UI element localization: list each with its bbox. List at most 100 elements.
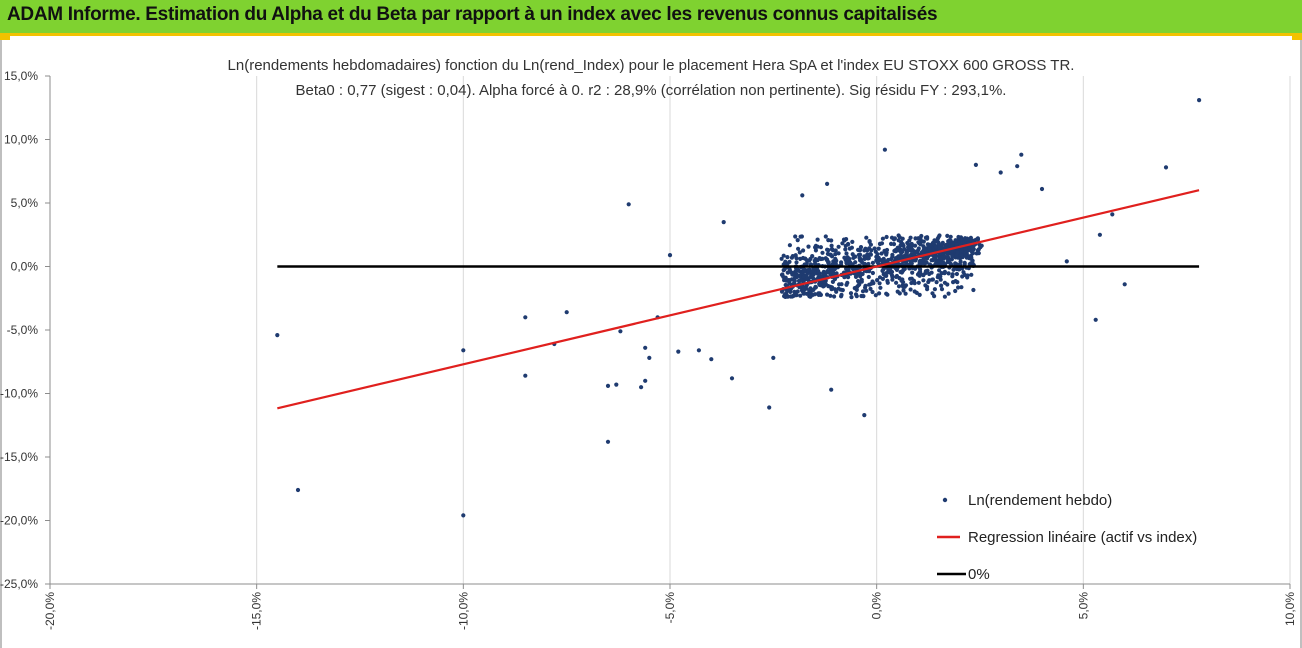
data-point <box>696 348 702 353</box>
data-point <box>808 294 813 299</box>
data-points <box>275 98 1202 518</box>
data-point <box>971 287 976 293</box>
data-point <box>941 261 947 266</box>
data-point <box>782 292 788 297</box>
data-point <box>794 256 799 261</box>
data-point <box>945 233 950 238</box>
data-point <box>958 259 963 264</box>
data-point <box>614 382 619 387</box>
data-point <box>902 266 907 271</box>
data-point <box>909 241 914 247</box>
x-tick-label: -5,0% <box>663 592 677 624</box>
y-tick-label: -15,0% <box>0 450 38 464</box>
regression-line <box>277 189 1200 410</box>
data-point <box>830 270 836 275</box>
data-point <box>913 236 918 241</box>
data-point <box>878 285 883 290</box>
data-point <box>889 241 894 246</box>
data-point <box>836 251 841 256</box>
data-point <box>918 237 923 242</box>
data-point <box>832 294 837 299</box>
data-point <box>937 245 942 250</box>
y-tick-label: 0,0% <box>11 260 39 274</box>
data-point <box>901 288 906 293</box>
data-point <box>801 248 806 253</box>
data-point <box>912 281 917 286</box>
data-point <box>832 277 838 282</box>
legend-label-points: Ln(rendement hebdo) <box>968 492 1112 509</box>
data-point <box>779 256 784 261</box>
data-point <box>857 255 862 260</box>
y-tick-label: -20,0% <box>0 514 38 528</box>
data-point <box>834 289 839 294</box>
data-point <box>930 277 936 282</box>
data-point <box>834 271 839 276</box>
data-point <box>842 275 847 280</box>
data-point <box>796 246 801 251</box>
data-point <box>899 253 904 259</box>
data-point <box>894 256 899 261</box>
data-point <box>946 271 951 276</box>
data-point <box>921 278 926 283</box>
data-point <box>876 255 881 260</box>
data-point <box>932 238 937 243</box>
data-point <box>1097 232 1102 237</box>
data-point <box>796 268 802 273</box>
data-point <box>801 286 807 292</box>
data-point <box>882 147 888 152</box>
data-point <box>818 245 824 250</box>
data-point <box>862 413 867 418</box>
data-point <box>833 248 838 253</box>
data-point <box>970 251 976 256</box>
data-point <box>813 285 819 290</box>
data-point <box>789 277 795 282</box>
data-point <box>819 274 824 279</box>
data-point <box>853 260 858 265</box>
data-point <box>939 283 944 288</box>
data-point <box>894 273 900 279</box>
data-point <box>867 246 872 251</box>
data-point <box>970 261 975 266</box>
grid-lines <box>256 76 1291 584</box>
data-point <box>839 292 844 297</box>
data-point <box>976 251 981 256</box>
data-point <box>903 291 908 296</box>
data-point <box>767 405 772 410</box>
y-tick-label: 15,0% <box>4 69 38 83</box>
y-tick-label: -25,0% <box>0 577 38 591</box>
x-tick-label: -10,0% <box>456 592 470 630</box>
data-point <box>858 245 864 250</box>
data-point <box>822 283 827 288</box>
data-point <box>605 439 611 444</box>
data-point <box>829 387 834 392</box>
data-point <box>794 272 799 277</box>
data-point <box>879 251 884 256</box>
data-point <box>870 260 876 265</box>
data-point <box>808 291 813 296</box>
data-point <box>873 249 878 254</box>
data-point <box>942 294 948 299</box>
frame-corner-left <box>0 36 10 40</box>
data-point <box>938 274 943 279</box>
data-point <box>822 280 828 285</box>
data-point <box>954 242 959 247</box>
data-point <box>927 246 932 252</box>
data-point <box>275 333 280 338</box>
data-point <box>863 283 868 288</box>
data-point <box>884 291 889 296</box>
legend-label-regression: Regression linéaire (actif vs index) <box>968 529 1197 546</box>
data-point <box>844 282 849 287</box>
data-point <box>1122 282 1127 287</box>
data-point <box>880 268 885 273</box>
x-tick-label: 0,0% <box>870 592 884 620</box>
data-point <box>812 270 817 275</box>
data-point <box>925 236 930 241</box>
data-point <box>917 259 922 264</box>
data-point <box>295 487 301 493</box>
data-point <box>1019 152 1024 157</box>
x-tick-label: 5,0% <box>1076 592 1090 620</box>
data-point <box>798 234 803 239</box>
data-point <box>866 274 871 280</box>
data-point <box>938 256 943 261</box>
data-point <box>844 260 849 265</box>
